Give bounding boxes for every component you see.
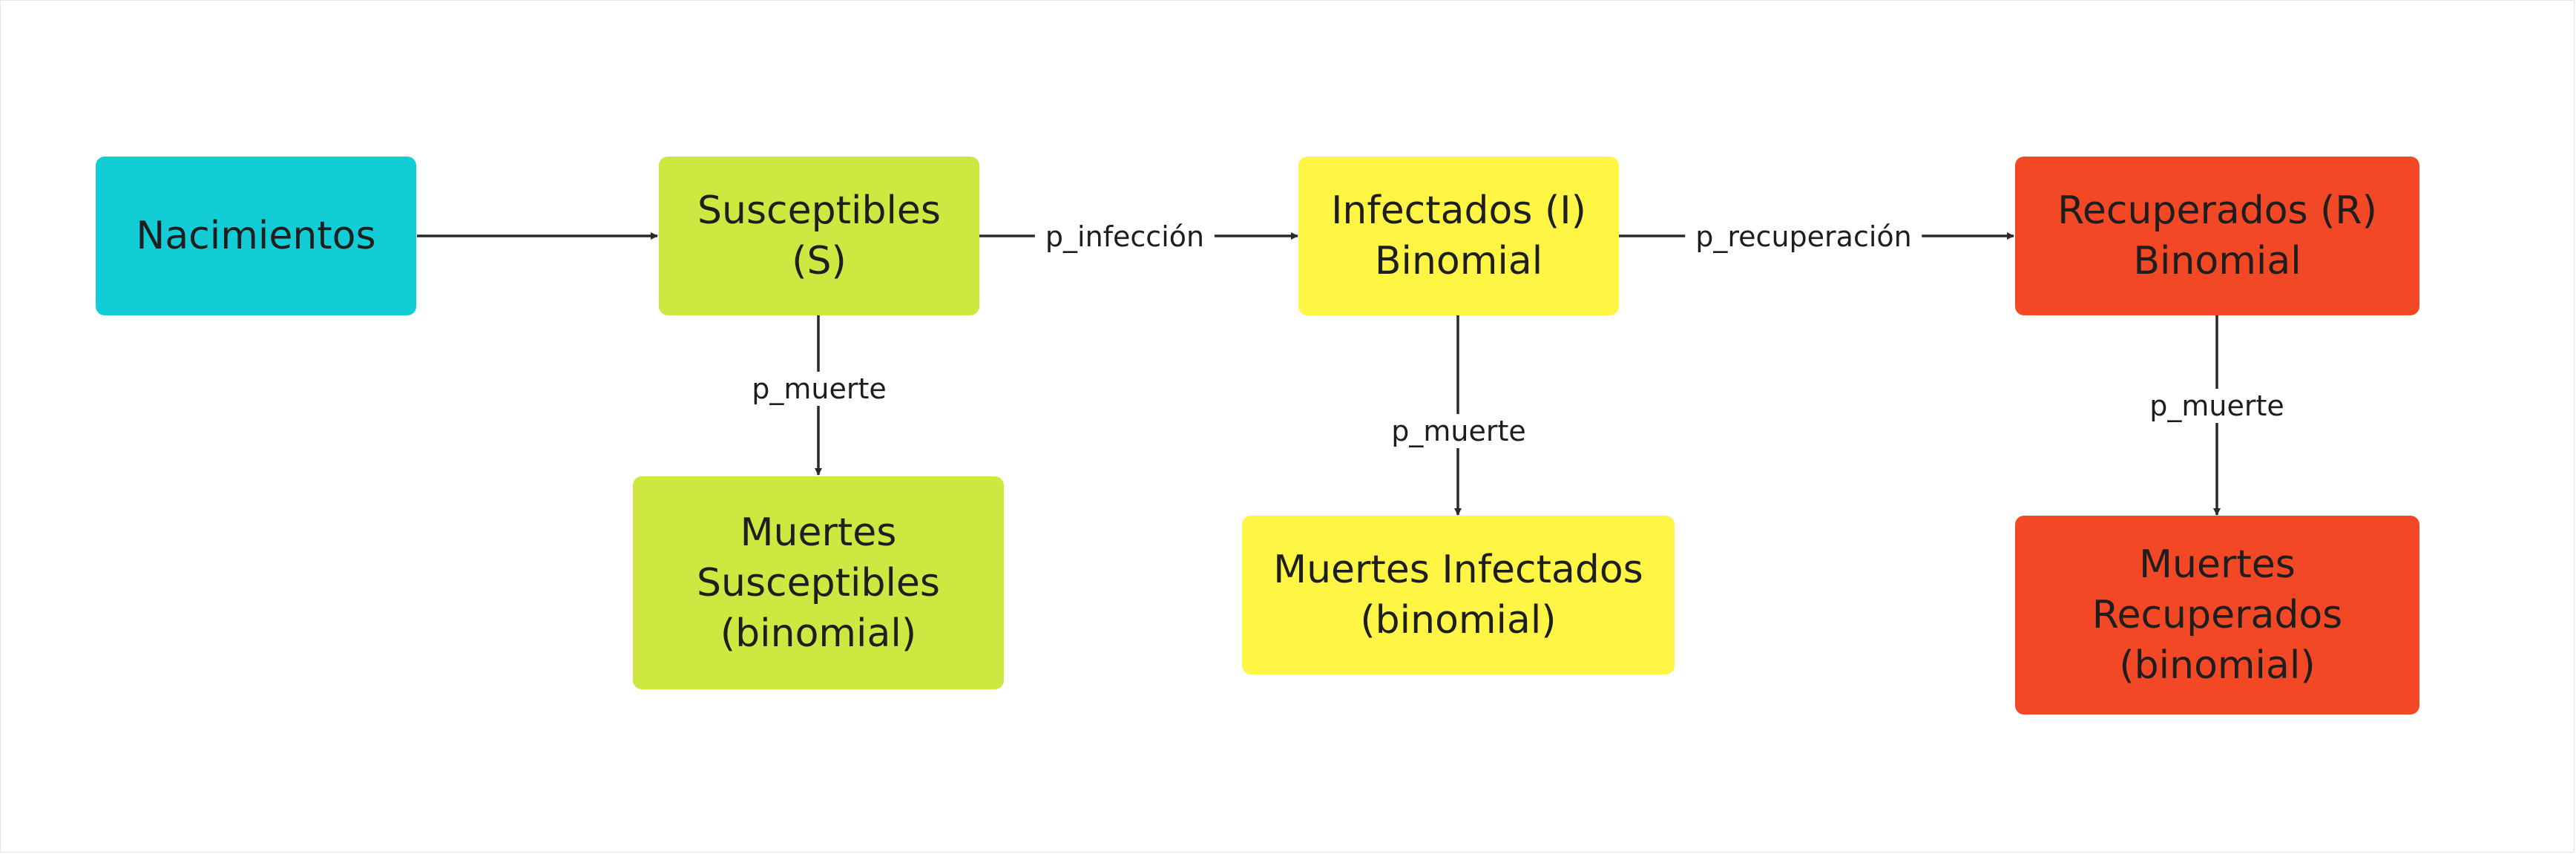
node-recuperados-label: Recuperados (R) Binomial [2057, 188, 2377, 283]
node-infectados-label: Infectados (I) Binomial [1331, 188, 1586, 283]
node-susceptibles: Susceptibles (S) [659, 157, 979, 315]
edge-label-recuperacion: p_recuperación [1685, 220, 1922, 254]
node-muertes-infectados-label: Muertes Infectados (binomial) [1273, 548, 1643, 643]
node-recuperados: Recuperados (R) Binomial [2015, 157, 2419, 315]
node-muertes-susceptibles-label: Muertes Susceptibles (binomial) [696, 510, 941, 656]
edge-label-muerte-infectados: p_muerte [1381, 414, 1537, 448]
node-muertes-recuperados-label: Muertes Recuperados (binomial) [2092, 542, 2343, 688]
node-muertes-susceptibles: Muertes Susceptibles (binomial) [633, 476, 1004, 689]
node-muertes-infectados: Muertes Infectados (binomial) [1242, 516, 1675, 674]
edge-label-muerte-recuperados: p_muerte [2139, 389, 2295, 423]
edge-label-muerte-susceptibles: p_muerte [741, 372, 897, 406]
node-infectados: Infectados (I) Binomial [1298, 157, 1619, 315]
node-nacimientos-label: Nacimientos [136, 214, 376, 258]
node-susceptibles-label: Susceptibles (S) [697, 188, 942, 283]
edge-label-infeccion: p_infección [1034, 220, 1215, 254]
node-muertes-recuperados: Muertes Recuperados (binomial) [2015, 516, 2419, 715]
node-nacimientos: Nacimientos [96, 157, 416, 315]
